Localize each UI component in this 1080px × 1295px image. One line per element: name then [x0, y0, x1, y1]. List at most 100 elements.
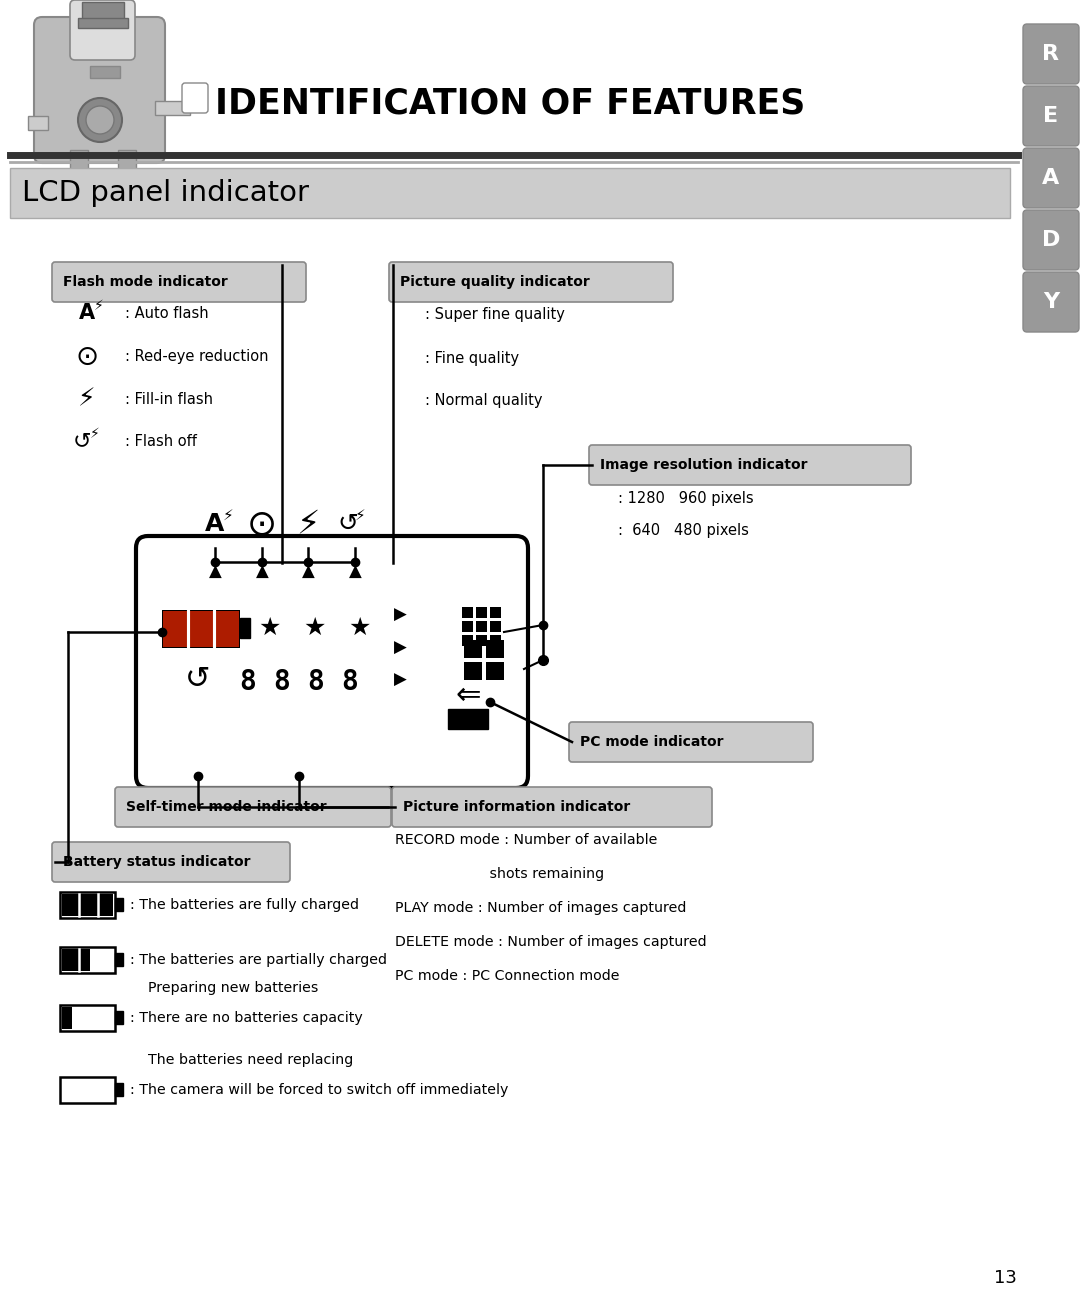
Text: ⚡: ⚡	[78, 387, 96, 411]
Bar	[490, 607, 501, 618]
Text: ⇐: ⇐	[456, 680, 481, 710]
FancyBboxPatch shape	[58, 197, 92, 218]
FancyBboxPatch shape	[60, 1005, 114, 1031]
FancyBboxPatch shape	[392, 787, 712, 828]
Text: The batteries need replacing: The batteries need replacing	[130, 1053, 353, 1067]
Bar	[28, 117, 48, 130]
Text: D: D	[1042, 231, 1061, 250]
Text: : 1280   960 pixels: : 1280 960 pixels	[618, 491, 754, 505]
Text: ↺: ↺	[337, 512, 359, 536]
Bar	[464, 662, 482, 680]
Text: A: A	[79, 303, 95, 322]
FancyBboxPatch shape	[52, 842, 291, 882]
Text: ▶: ▶	[393, 606, 406, 624]
Text: :  640   480 pixels: : 640 480 pixels	[618, 522, 748, 537]
FancyBboxPatch shape	[60, 1077, 114, 1103]
Text: ⚡: ⚡	[354, 508, 365, 522]
Bar	[462, 622, 473, 632]
Text: ▶: ▶	[393, 671, 406, 689]
Bar	[118, 150, 136, 199]
Text: : Red-eye reduction: : Red-eye reduction	[125, 350, 269, 364]
Text: ⚡: ⚡	[94, 299, 104, 313]
Bar	[114, 953, 123, 966]
Text: ▲: ▲	[208, 563, 221, 581]
FancyBboxPatch shape	[114, 787, 391, 828]
FancyBboxPatch shape	[1023, 25, 1079, 84]
FancyBboxPatch shape	[108, 197, 141, 218]
Text: 8: 8	[240, 668, 256, 695]
Bar	[70, 150, 87, 199]
Text: LCD panel indicator: LCD panel indicator	[22, 179, 309, 207]
Bar	[486, 662, 504, 680]
Text: : Fill-in flash: : Fill-in flash	[125, 391, 213, 407]
Text: Picture quality indicator: Picture quality indicator	[400, 275, 590, 289]
Text: ⚡: ⚡	[296, 508, 320, 540]
Text: Image resolution indicator: Image resolution indicator	[600, 458, 808, 471]
Text: 8: 8	[273, 668, 291, 695]
Bar	[82, 3, 124, 19]
Text: ★: ★	[259, 616, 281, 640]
FancyBboxPatch shape	[589, 445, 912, 486]
Bar	[462, 635, 473, 646]
Text: ⚡: ⚡	[222, 508, 233, 522]
Bar	[114, 897, 123, 910]
Text: A: A	[1042, 168, 1059, 188]
Text: shots remaining: shots remaining	[395, 866, 604, 881]
Text: ↺: ↺	[72, 431, 92, 451]
FancyBboxPatch shape	[33, 17, 165, 163]
Bar	[62, 1008, 72, 1030]
Text: ★: ★	[349, 616, 372, 640]
Text: PLAY mode : Number of images captured: PLAY mode : Number of images captured	[395, 901, 687, 916]
Bar	[114, 1083, 123, 1096]
Bar	[240, 618, 249, 638]
Bar	[476, 607, 487, 618]
Text: R: R	[1042, 44, 1059, 63]
Text: ★: ★	[303, 616, 326, 640]
Bar	[448, 708, 488, 729]
Circle shape	[86, 106, 114, 133]
Text: IDENTIFICATION OF FEATURES: IDENTIFICATION OF FEATURES	[215, 85, 806, 120]
Bar	[464, 640, 482, 658]
Text: ▲: ▲	[256, 563, 268, 581]
Bar	[490, 622, 501, 632]
Bar	[486, 640, 504, 658]
Text: A: A	[205, 512, 225, 536]
Text: : The camera will be forced to switch off immediately: : The camera will be forced to switch of…	[130, 1083, 509, 1097]
Text: 13: 13	[994, 1269, 1016, 1287]
FancyBboxPatch shape	[183, 83, 208, 113]
Bar	[114, 1011, 123, 1024]
FancyBboxPatch shape	[1023, 210, 1079, 269]
Text: : Fine quality: : Fine quality	[426, 351, 519, 365]
Text: RECORD mode : Number of available: RECORD mode : Number of available	[395, 833, 658, 847]
Text: Y: Y	[1043, 291, 1059, 312]
Text: : The batteries are fully charged: : The batteries are fully charged	[130, 897, 359, 912]
FancyBboxPatch shape	[389, 262, 673, 302]
Text: Picture information indicator: Picture information indicator	[403, 800, 631, 815]
FancyBboxPatch shape	[1023, 272, 1079, 332]
Text: ▲: ▲	[301, 563, 314, 581]
Text: 8: 8	[308, 668, 324, 695]
Text: Self-timer mode indicator: Self-timer mode indicator	[126, 800, 326, 815]
Bar	[90, 66, 120, 78]
Text: Flash mode indicator: Flash mode indicator	[63, 275, 228, 289]
Text: : Flash off: : Flash off	[125, 434, 197, 448]
Circle shape	[78, 98, 122, 142]
Text: ▲: ▲	[349, 563, 362, 581]
Text: : The batteries are partially charged: : The batteries are partially charged	[130, 953, 387, 967]
Text: PC mode indicator: PC mode indicator	[580, 736, 724, 749]
Text: : Normal quality: : Normal quality	[426, 392, 542, 408]
FancyBboxPatch shape	[569, 723, 813, 761]
FancyBboxPatch shape	[136, 536, 528, 787]
Bar	[156, 101, 190, 115]
Bar	[163, 611, 239, 648]
Text: Preparing new batteries: Preparing new batteries	[130, 982, 319, 995]
Text: : There are no batteries capacity: : There are no batteries capacity	[130, 1011, 363, 1026]
Text: PC mode : PC Connection mode: PC mode : PC Connection mode	[395, 969, 620, 983]
Bar	[462, 607, 473, 618]
Text: : Auto flash: : Auto flash	[125, 306, 208, 320]
FancyBboxPatch shape	[1023, 85, 1079, 146]
FancyBboxPatch shape	[60, 892, 114, 918]
Text: ▶: ▶	[393, 638, 406, 657]
FancyBboxPatch shape	[162, 610, 240, 648]
Text: E: E	[1043, 106, 1058, 126]
